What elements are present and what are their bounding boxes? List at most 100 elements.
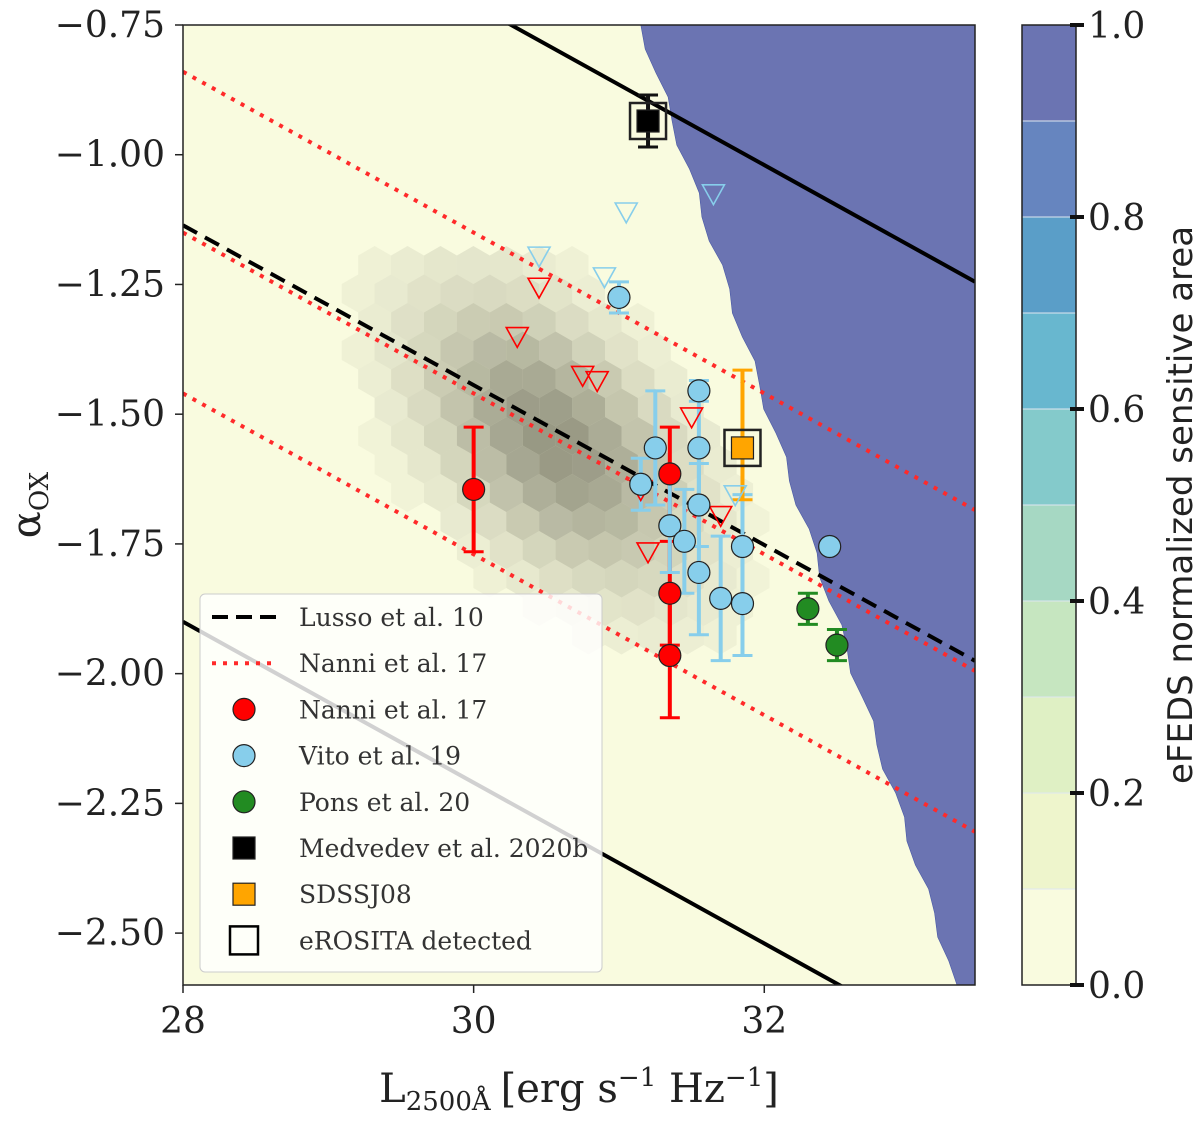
erosita-detected-marker <box>628 101 668 141</box>
x-axis-title-exp2: −1 <box>725 1063 763 1093</box>
data-point-circle <box>730 591 755 616</box>
colorbar-tick-label: 0.4 <box>1088 582 1145 623</box>
plot-frame <box>182 24 976 986</box>
density-hexbin <box>358 303 392 341</box>
density-hexbin <box>703 445 737 484</box>
density-hexbin <box>391 474 424 512</box>
data-point-circle <box>462 477 486 502</box>
colorbar-segment <box>1022 505 1076 601</box>
density-hexbin <box>424 246 457 284</box>
density-hexbin <box>654 360 688 398</box>
density-hexbin <box>489 531 523 569</box>
x-axis-title-main: L <box>379 1066 406 1112</box>
colorbar-segment <box>1022 889 1076 985</box>
density-hexbin <box>539 388 573 427</box>
density-hexbin <box>621 360 655 398</box>
data-point-square <box>636 109 660 133</box>
data-point-circle <box>658 581 682 605</box>
density-hexbin <box>358 417 392 455</box>
density-hexbin <box>506 502 540 541</box>
density-hexbin <box>473 331 507 370</box>
data-point-circle <box>818 534 842 559</box>
colorbar-ticks: 0.0 0.2 0.4 0.6 0.8 1.0 <box>1070 6 1145 1007</box>
upper-limit-marker <box>526 246 552 269</box>
y-tick-label: −2.00 <box>55 654 165 695</box>
y-tick-label: −1.00 <box>55 135 165 176</box>
y-tick-label: −1.50 <box>55 394 165 435</box>
data-point-circle <box>709 586 733 611</box>
x-axis-ticks: 28 30 32 <box>160 985 787 1042</box>
density-hexbin <box>720 474 754 512</box>
density-hexbin <box>605 616 638 655</box>
data-point-square <box>730 436 755 460</box>
legend-label: Medvedev et al. 2020b <box>299 834 588 863</box>
density-hexbin <box>539 502 573 541</box>
upper-limit-marker <box>613 202 639 225</box>
density-hexbin <box>473 502 507 541</box>
x-axis-title-units: [erg s <box>501 1066 618 1112</box>
density-hexbin <box>358 360 392 398</box>
density-hexbin <box>522 303 556 341</box>
density-hexbin <box>621 588 655 626</box>
colorbar-tick-label: 1.0 <box>1088 6 1145 47</box>
density-hexbin <box>473 445 507 484</box>
nanni-relation-line <box>183 69 975 512</box>
legend-label: SDSSJ08 <box>299 880 412 909</box>
legend-box <box>199 593 603 973</box>
legend-label: eROSITA detected <box>299 926 532 955</box>
density-hexbin <box>522 531 556 569</box>
density-hexbin <box>605 502 638 541</box>
density-hexbin <box>506 445 540 484</box>
density-hexbin <box>407 445 441 484</box>
data-point-circle <box>825 633 849 657</box>
data-point-circle <box>687 436 711 460</box>
legend-symbol-circle <box>232 697 256 722</box>
data-point-circle <box>658 643 682 668</box>
y-tick-label: −0.75 <box>55 5 165 46</box>
lusso-relation-line <box>183 223 975 663</box>
x-tick-label: 28 <box>160 1001 206 1042</box>
density-hexbin <box>539 559 573 598</box>
density-hexbin <box>489 474 523 512</box>
density-hexbin <box>588 417 622 455</box>
data-point-circle <box>643 436 667 460</box>
density-hexbin <box>424 474 457 512</box>
x-axis-title: L2500Å [erg s−1 Hz−1] <box>379 1063 779 1117</box>
y-axis-title-main: α <box>4 511 50 538</box>
density-hexbin <box>341 274 375 313</box>
erosita-detected-marker <box>723 428 762 468</box>
density-hexbin <box>489 246 523 284</box>
colorbar-tick-label: 0.0 <box>1088 966 1145 1007</box>
density-hexbin <box>555 360 589 398</box>
data-point-circle <box>672 529 696 553</box>
density-hexbin <box>440 445 474 484</box>
y-tick-label: −1.25 <box>55 264 165 305</box>
x-axis-title-hz: Hz <box>656 1066 725 1112</box>
density-hexbin <box>374 274 408 313</box>
density-hexbin <box>341 331 375 370</box>
density-hexbin <box>736 502 770 541</box>
x-axis-title-close: ] <box>763 1066 779 1112</box>
y-tick-label: −2.50 <box>55 913 165 954</box>
density-hexbin <box>605 445 638 484</box>
nanni-relation-line <box>183 230 975 673</box>
density-hexbin <box>440 502 474 541</box>
density-hexbin <box>572 445 605 484</box>
legend-label: Nanni et al. 17 <box>299 649 487 678</box>
x-axis-title-exp1: −1 <box>618 1063 656 1093</box>
density-hexbin <box>391 303 424 341</box>
density-hexbin <box>572 331 605 370</box>
colorbar-frame <box>1021 24 1077 986</box>
colorbar-segment <box>1022 313 1076 409</box>
density-hexbin <box>489 417 523 455</box>
upper-limit-marker <box>504 326 530 349</box>
upper-limit-marker <box>584 370 610 394</box>
data-point-circle <box>658 462 682 486</box>
legend-label: Lusso et al. 10 <box>299 603 484 632</box>
data-point-circle <box>607 285 631 310</box>
colorbar-title: eFEDS normalized sensitive area <box>1161 226 1200 784</box>
legend-symbol-square <box>232 882 256 906</box>
density-hexbin <box>572 502 605 541</box>
density-hexbin <box>572 388 605 427</box>
